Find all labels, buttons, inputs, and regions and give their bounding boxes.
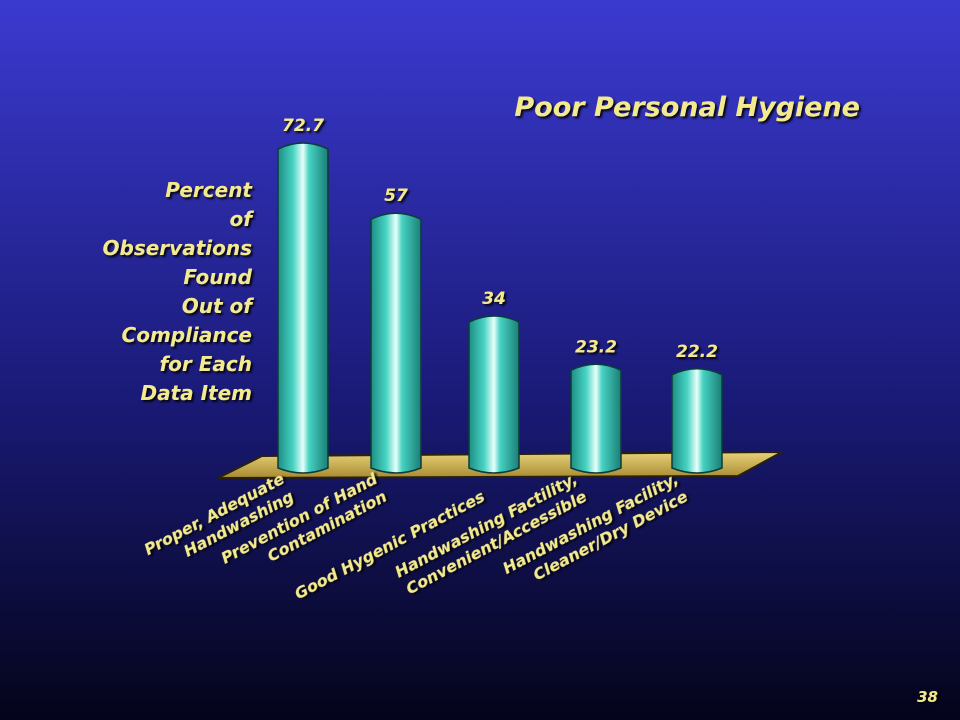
y-axis-label: Percent of Observations Found Out of Complian… — [103, 178, 255, 405]
bar — [468, 315, 520, 474]
value-label: 57 — [384, 186, 408, 206]
chart-title: Poor Personal Hygiene — [514, 92, 860, 123]
bar — [570, 363, 622, 474]
value-label: 34 — [482, 289, 506, 309]
page-number: 38 — [917, 688, 938, 706]
value-label: 23.2 — [575, 337, 617, 357]
bar — [277, 142, 329, 474]
bar — [370, 212, 422, 474]
bar — [671, 368, 723, 474]
value-label: 22.2 — [676, 342, 718, 362]
value-label: 72.7 — [282, 116, 324, 136]
